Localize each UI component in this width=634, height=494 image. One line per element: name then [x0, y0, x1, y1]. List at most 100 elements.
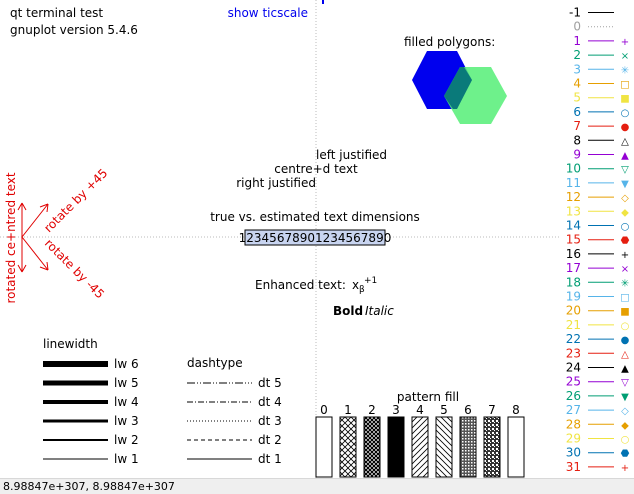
linetype-label: 1 — [573, 34, 581, 48]
terminal-title: qt terminal test — [10, 6, 103, 20]
linetype-label: 23 — [566, 346, 581, 360]
linetype-label: 28 — [566, 417, 581, 431]
linetype-legend: -101 +2 × 3 ✳ 4 □ 5 ■ 6 ○ 7 ● 8 △ 9 ▲ 10 ▽ 11 ▼ 12 ◇ 13 ◆ 14 ○ 15 ⬣ 1… — [566, 6, 630, 474]
estimate-label: true vs. estimated text dimensions — [210, 210, 420, 224]
linetype-label: 16 — [566, 247, 581, 261]
pattern-fill-label: 5 — [440, 403, 448, 417]
linetype-symbol: ⬣ — [621, 449, 630, 460]
pattern-fill-box — [339, 416, 357, 478]
linetype-label: 17 — [566, 261, 581, 275]
pattern-fill-label: 3 — [392, 403, 400, 417]
linetype-label: 13 — [566, 204, 581, 218]
estimate-box — [244, 229, 386, 246]
linetype-symbol: ● — [621, 122, 630, 133]
linetype-label: 14 — [566, 219, 581, 233]
linetype-label: 24 — [566, 361, 581, 375]
linetype-symbol: ● — [621, 335, 630, 346]
gnuplot-version: gnuplot version 5.4.6 — [10, 23, 138, 37]
linetype-label: 29 — [566, 432, 581, 446]
linewidth-title: linewidth — [43, 337, 98, 351]
linetype-label: 4 — [573, 77, 581, 91]
linewidth-label: lw 6 — [114, 357, 139, 371]
right-justified-text: right justified — [236, 176, 316, 190]
dashtype-label: dt 2 — [258, 433, 282, 447]
linewidth-label: lw 4 — [114, 395, 139, 409]
left-justified-text: left justified — [316, 148, 387, 162]
linetype-label: 9 — [573, 148, 581, 162]
linetype-symbol: ✳ — [621, 65, 629, 76]
pattern-fill-box — [459, 416, 477, 478]
pattern-fill-label: 7 — [488, 403, 496, 417]
pattern-fill-box — [363, 416, 381, 478]
status-bar: 8.98847e+307, 8.98847e+307 — [0, 478, 634, 494]
linetype-symbol: ○ — [621, 435, 630, 446]
rotate-minus45-text: rotate by -45 — [42, 236, 107, 301]
enhanced-subscript: β — [359, 285, 365, 295]
linetype-symbol: ▽ — [621, 165, 629, 176]
plot-canvas[interactable]: qt terminal test gnuplot version 5.4.6 s… — [0, 0, 634, 478]
linewidth-label: lw 5 — [114, 376, 139, 390]
linetype-symbol: △ — [621, 136, 629, 147]
linetype-label: 27 — [566, 403, 581, 417]
linetype-symbol: △ — [621, 349, 629, 360]
dashtype-label: dt 5 — [258, 376, 282, 390]
rotate-plus45-text: rotate by +45 — [41, 166, 110, 235]
linetype-label: 18 — [566, 275, 581, 289]
pattern-fill-label: 2 — [368, 403, 376, 417]
arrow-minus45 — [21, 236, 49, 271]
enhanced-text-label: Enhanced text: — [255, 278, 346, 292]
linetype-label: 26 — [566, 389, 581, 403]
arrow-down-head — [17, 264, 27, 273]
linetype-symbol: ✳ — [621, 278, 629, 289]
pattern-fill-label: 4 — [416, 403, 424, 417]
linetype-label: 11 — [566, 176, 581, 190]
centred-text: centre+d text — [274, 162, 358, 176]
linetype-label: 20 — [566, 304, 581, 318]
linetype-symbol: × — [621, 51, 629, 62]
dashtype-label: dt 1 — [258, 452, 282, 466]
linetype-label: 8 — [573, 133, 581, 147]
linetype-label: 6 — [573, 105, 581, 119]
linewidth-samples: lw 6 lw 5 lw 4 lw 3 lw 2 lw 1 — [43, 357, 139, 466]
linetype-symbol: ○ — [621, 108, 630, 119]
linetype-symbol: ◇ — [621, 406, 629, 417]
estimate-box-text: 12345678901234567890 — [239, 231, 392, 245]
dashtype-title: dashtype — [187, 356, 243, 370]
linetype-symbol: ◆ — [621, 420, 629, 431]
pattern-fill-box — [483, 416, 501, 478]
linetype-label: 5 — [573, 91, 581, 105]
linetype-label: 7 — [573, 119, 581, 133]
pattern-fill-label: 1 — [344, 403, 352, 417]
linetype-label: 2 — [573, 48, 581, 62]
linetype-symbol: ▲ — [621, 364, 629, 375]
pattern-fill-box — [411, 416, 429, 478]
pattern-fill-box — [507, 416, 525, 478]
pattern-fill-title: pattern fill — [397, 390, 459, 404]
arrow-up-head — [17, 202, 27, 211]
overlap-region — [444, 67, 472, 109]
linetype-symbol: ▲ — [621, 151, 629, 162]
linetype-symbol: □ — [620, 293, 629, 304]
bold-text: Bold — [333, 304, 363, 318]
linetype-label: 12 — [566, 190, 581, 204]
dashtype-label: dt 3 — [258, 414, 282, 428]
pattern-fill-label: 8 — [512, 403, 520, 417]
linetype-symbol: ▼ — [621, 179, 629, 190]
linetype-symbol: + — [621, 250, 629, 261]
linetype-symbol: ■ — [620, 307, 629, 318]
linewidth-label: lw 3 — [114, 414, 139, 428]
filled-polygons-label: filled polygons: — [404, 35, 495, 49]
italic-text: Italic — [365, 304, 394, 318]
linetype-label: 0 — [573, 20, 581, 34]
linetype-symbol: ■ — [620, 94, 629, 105]
arrow-minus45-head — [39, 261, 49, 271]
pattern-fill-samples: 0 1 2 3 4 5 6 7 8 — [315, 403, 525, 478]
linetype-label: 31 — [566, 460, 581, 474]
arrow-plus45-head — [39, 203, 49, 213]
linetype-symbol: ⬣ — [621, 236, 630, 247]
enhanced-x: x — [352, 278, 359, 292]
pattern-fill-box — [387, 416, 405, 478]
dashtype-samples: dt 5 dt 4 dt 3 dt 2 dt 1 — [187, 376, 282, 466]
linetype-label: 3 — [573, 62, 581, 76]
linetype-symbol: □ — [620, 80, 629, 91]
